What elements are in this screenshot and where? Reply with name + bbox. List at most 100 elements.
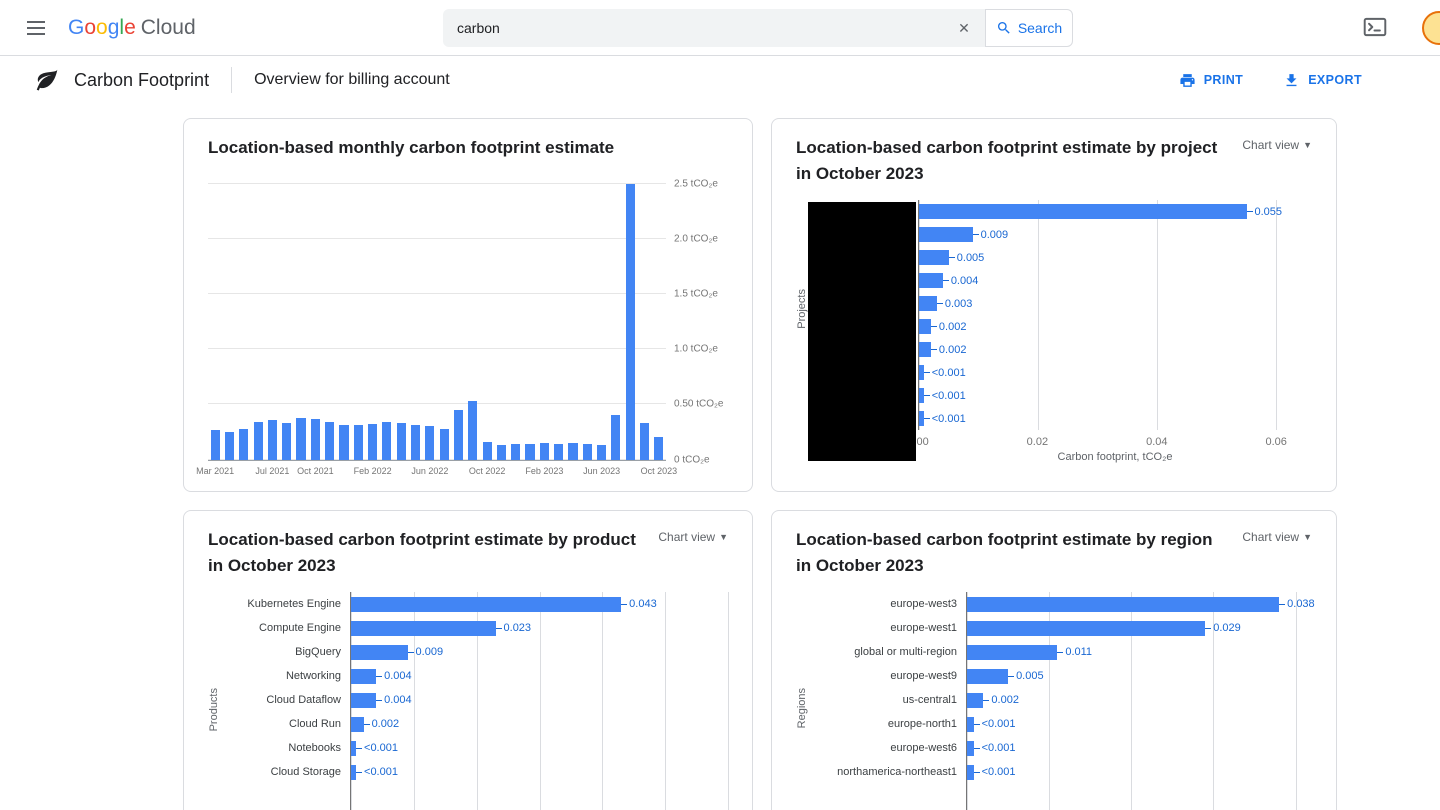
category-labels: europe-west3 europe-west1 global or multi-… — [812, 592, 966, 810]
bar — [967, 740, 974, 756]
bar — [967, 716, 974, 732]
category-label: us-central1 — [902, 694, 957, 706]
content: Location-based monthly carbon footprint … — [0, 104, 1440, 810]
bar — [967, 668, 1009, 684]
cloud-logo-text: Cloud — [140, 15, 196, 39]
carbon-footprint-leaf-icon — [34, 67, 60, 93]
bar — [368, 424, 378, 460]
chart-title: Location-based monthly carbon footprint … — [208, 138, 615, 157]
value-label: 0.005 — [949, 252, 985, 264]
bar — [654, 437, 664, 460]
bar — [353, 425, 363, 460]
printer-icon — [1180, 73, 1195, 87]
search-icon — [997, 22, 1010, 34]
gridline — [602, 592, 604, 810]
gridline — [728, 592, 729, 810]
avatar[interactable] — [1422, 11, 1440, 45]
bar — [639, 423, 650, 460]
value-label: 0.003 — [937, 298, 973, 310]
bar — [525, 444, 535, 460]
card-project-chart: Location-based carbon footprint estimate… — [771, 118, 1337, 492]
bar — [919, 296, 937, 311]
google-logo-letters: Google — [68, 15, 136, 39]
chart-title: Location-based carbon footprint estimate… — [208, 530, 636, 575]
print-button-label: PRINT — [1203, 73, 1244, 87]
bar — [325, 421, 335, 460]
bar — [496, 445, 506, 460]
bar — [597, 445, 607, 460]
google-cloud-logo[interactable]: Google Cloud — [68, 16, 196, 40]
chevron-down-icon: ▼ — [1303, 532, 1312, 542]
cloud-shell-button[interactable] — [1358, 11, 1392, 45]
export-button[interactable]: EXPORT — [1283, 72, 1362, 89]
bar — [267, 419, 277, 460]
search-button[interactable]: Search — [985, 9, 1073, 47]
category-label: Cloud Storage — [270, 766, 341, 778]
bar — [967, 596, 1280, 612]
category-label: Cloud Dataflow — [266, 694, 341, 706]
x-axis: Mar 2021 Jul 2021 Oct 2021 Feb 2022 Jun 2022… — [196, 461, 677, 479]
value-label: <0.001 — [356, 766, 398, 778]
chart-title: Location-based carbon footprint estimate… — [796, 530, 1213, 575]
gridline — [665, 592, 667, 810]
x-axis-tick: Feb 2023 — [525, 465, 564, 476]
gridline — [208, 237, 666, 239]
search-field: ✕ — [443, 9, 985, 47]
print-button[interactable]: PRINT — [1179, 72, 1244, 89]
terminal-icon — [1363, 17, 1387, 36]
bar — [351, 692, 377, 708]
y-axis-tick: 0 tCO₂e — [674, 454, 710, 465]
bar — [919, 342, 931, 357]
x-axis-tick: Oct 2022 — [468, 465, 506, 476]
chart-view-dropdown[interactable]: Chart view ▼ — [1242, 138, 1312, 152]
bar — [351, 620, 496, 636]
gridline — [208, 403, 666, 405]
bar — [296, 417, 306, 460]
bar — [351, 716, 364, 732]
bar — [967, 644, 1058, 660]
chart-view-dropdown[interactable]: Chart view ▼ — [1242, 530, 1312, 544]
bar — [967, 764, 974, 780]
category-label: europe-west9 — [890, 670, 957, 682]
category-labels — [808, 200, 918, 463]
value-label: 0.009 — [973, 229, 1009, 241]
bar — [351, 644, 408, 660]
bar — [453, 409, 464, 460]
chart-view-label: Chart view — [1242, 530, 1300, 544]
category-label: europe-north1 — [887, 718, 957, 730]
value-label: 0.055 — [1247, 206, 1283, 218]
bar — [919, 388, 924, 403]
chart-view-dropdown[interactable]: Chart view ▼ — [658, 530, 728, 544]
card-region-chart: Location-based carbon footprint estimate… — [771, 510, 1337, 810]
value-label: 0.004 — [376, 670, 412, 682]
bar — [210, 429, 220, 460]
gridline — [1038, 200, 1040, 430]
category-label: Notebooks — [288, 742, 341, 754]
value-label: <0.001 — [924, 367, 966, 379]
category-label: Networking — [285, 670, 341, 682]
y-axis-title: Products — [208, 687, 220, 732]
gridline — [1049, 592, 1051, 810]
bars: 0.043 0.023 0.009 0.004 0.004 0.002 <0.001 <0.0… — [350, 592, 729, 810]
x-axis-tick: Jul 2021 — [255, 465, 290, 476]
x-axis-tick: Feb 2022 — [353, 465, 392, 476]
search-input[interactable] — [457, 20, 949, 36]
page-header: Carbon Footprint Overview for billing ac… — [0, 56, 1440, 104]
value-label: <0.001 — [924, 413, 966, 425]
divider — [231, 67, 233, 93]
page-title: Carbon Footprint — [74, 69, 210, 90]
bar — [967, 692, 984, 708]
clear-search-button[interactable]: ✕ — [949, 13, 979, 43]
value-label: <0.001 — [974, 718, 1016, 730]
x-axis-tick: 0.06 — [1265, 436, 1287, 448]
menu-button[interactable] — [16, 8, 56, 48]
search-button-label: Search — [1017, 20, 1063, 36]
bar — [339, 425, 349, 460]
plot-area: europe-west3 europe-west1 global or multi-… — [812, 592, 1315, 810]
region-bar-chart: Regions europe-west3 europe-west1 global or… — [796, 592, 1315, 810]
bar — [919, 227, 973, 242]
value-label: 0.038 — [1279, 598, 1315, 610]
y-axis-tick: 2.5 tCO₂e — [674, 178, 718, 190]
bar — [224, 431, 235, 460]
x-axis-tick: 0.04 — [1146, 436, 1168, 448]
